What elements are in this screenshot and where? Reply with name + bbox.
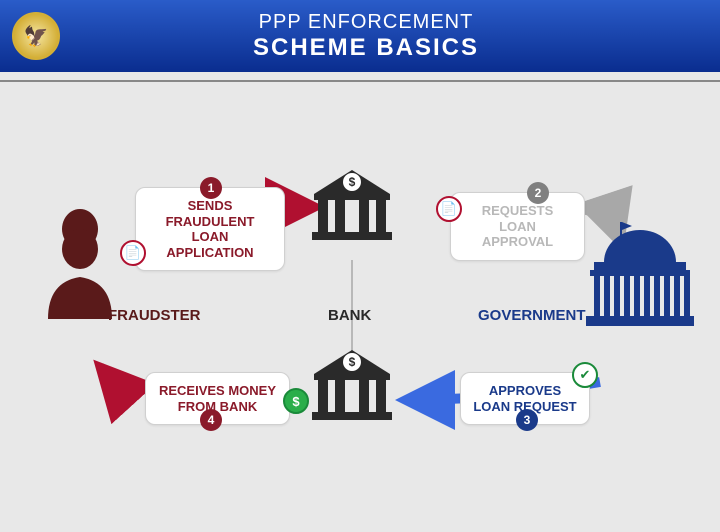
step2-badge: 2 (527, 182, 549, 204)
step3-badge: 3 (516, 409, 538, 431)
svg-text:$: $ (349, 355, 356, 369)
arrow-step-2 (580, 209, 620, 242)
government-label: GOVERNMENT (478, 307, 586, 324)
fraudster-icon (48, 209, 112, 319)
step1-badge: 1 (200, 177, 222, 199)
header-title: PPP ENFORCEMENT SCHEME BASICS (12, 11, 720, 62)
header-line1: PPP ENFORCEMENT (12, 11, 720, 34)
dollar-icon: $ (283, 388, 309, 414)
document-icon-2: 📄 (436, 196, 462, 222)
bank-top-icon: $ (312, 170, 392, 240)
diagram-canvas: $ $ FRAUDSTER BANK G (0, 82, 720, 532)
header: 🦅 PPP ENFORCEMENT SCHEME BASICS (0, 0, 720, 72)
approved-icon: ✔ (572, 362, 598, 388)
step4-badge: 4 (200, 409, 222, 431)
header-line2: SCHEME BASICS (12, 34, 720, 62)
document-icon-1: 📄 (120, 240, 146, 266)
government-icon (586, 222, 694, 326)
step1-box: SENDS FRAUDULENT LOAN APPLICATION (135, 187, 285, 271)
fraudster-label: FRAUDSTER (108, 307, 201, 324)
bank-bottom-icon: $ (312, 350, 392, 420)
step2-box: REQUESTS LOAN APPROVAL (450, 192, 585, 261)
bank-label: BANK (328, 307, 371, 324)
svg-text:$: $ (349, 175, 356, 189)
